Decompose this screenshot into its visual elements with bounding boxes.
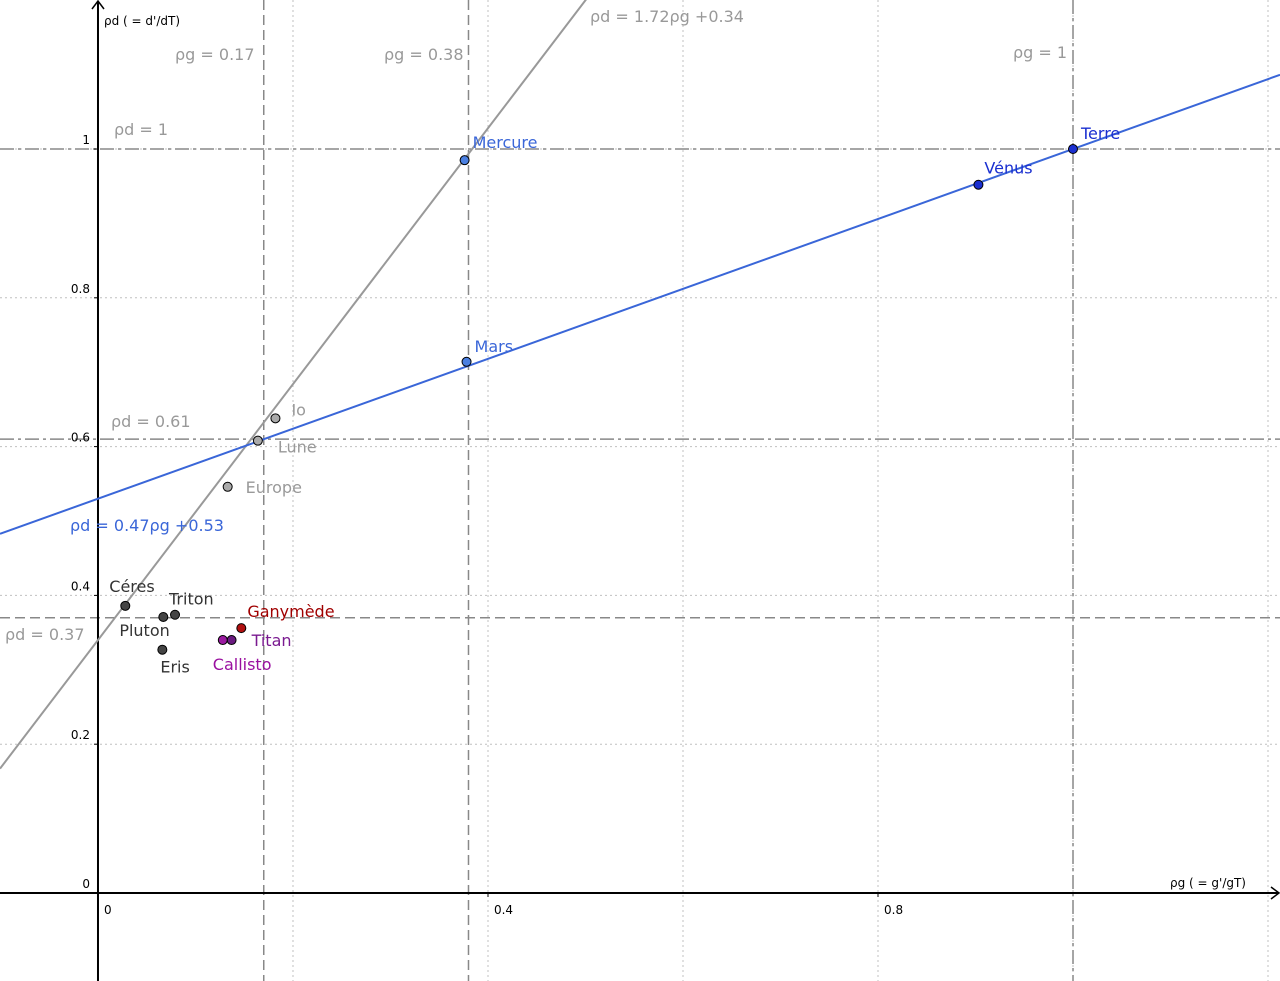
point-label: Europe — [246, 478, 302, 497]
y-axis-label: ρd ( = d'/dT) — [104, 14, 180, 28]
y-tick-label: 0.2 — [71, 728, 90, 742]
data-point — [226, 635, 237, 646]
point-label: Triton — [168, 590, 214, 609]
y-tick-label: 1 — [82, 133, 90, 147]
reference-label: ρd = 0.37 — [5, 625, 85, 644]
y-axis-arrow — [91, 0, 105, 10]
point-label: Mercure — [473, 133, 538, 152]
data-point — [973, 179, 984, 190]
data-point — [270, 413, 281, 424]
x-axis-label: ρg ( = g'/gT) — [1170, 876, 1246, 890]
reference-label: ρg = 0.17 — [175, 45, 255, 64]
point-label: Lune — [278, 438, 317, 457]
x-tick-label: 0 — [104, 903, 112, 917]
data-point — [158, 611, 169, 622]
point-label: Titan — [251, 631, 292, 650]
data-point — [459, 155, 470, 166]
y-tick-label: 0.6 — [71, 431, 90, 445]
point-label: Pluton — [119, 621, 169, 640]
point-label: Io — [291, 400, 306, 419]
data-point — [1068, 144, 1079, 155]
reference-label: ρd = 1 — [114, 120, 168, 139]
x-tick-label: 0.8 — [884, 903, 903, 917]
data-point — [120, 600, 131, 611]
point-label: Ganymède — [247, 602, 334, 621]
y-tick-label: 0.8 — [71, 282, 90, 296]
y-tick-label: 0 — [82, 877, 90, 891]
fit-line — [0, 73, 1280, 535]
x-axis-arrow — [1270, 886, 1280, 900]
point-label: Terre — [1080, 124, 1120, 143]
data-point — [157, 644, 168, 655]
reference-label: ρg = 1 — [1013, 43, 1067, 62]
point-label: Vénus — [984, 159, 1032, 178]
data-point — [252, 435, 263, 446]
data-point — [222, 481, 233, 492]
x-tick-label: 0.4 — [494, 903, 513, 917]
point-label: Callisto — [213, 655, 272, 674]
data-point — [217, 635, 228, 646]
point-label: Eris — [160, 658, 189, 677]
point-label: Céres — [109, 577, 154, 596]
line-label: ρd = 0.47ρg +0.53 — [70, 516, 224, 535]
data-point — [170, 609, 181, 620]
line-label: ρd = 1.72ρg +0.34 — [590, 7, 744, 26]
data-point — [236, 623, 247, 634]
point-label: Mars — [475, 337, 514, 356]
y-tick-label: 0.4 — [71, 579, 90, 593]
reference-label: ρg = 0.38 — [384, 45, 464, 64]
data-point — [461, 356, 472, 367]
reference-label: ρd = 0.61 — [111, 412, 191, 431]
fit-line — [0, 0, 587, 770]
